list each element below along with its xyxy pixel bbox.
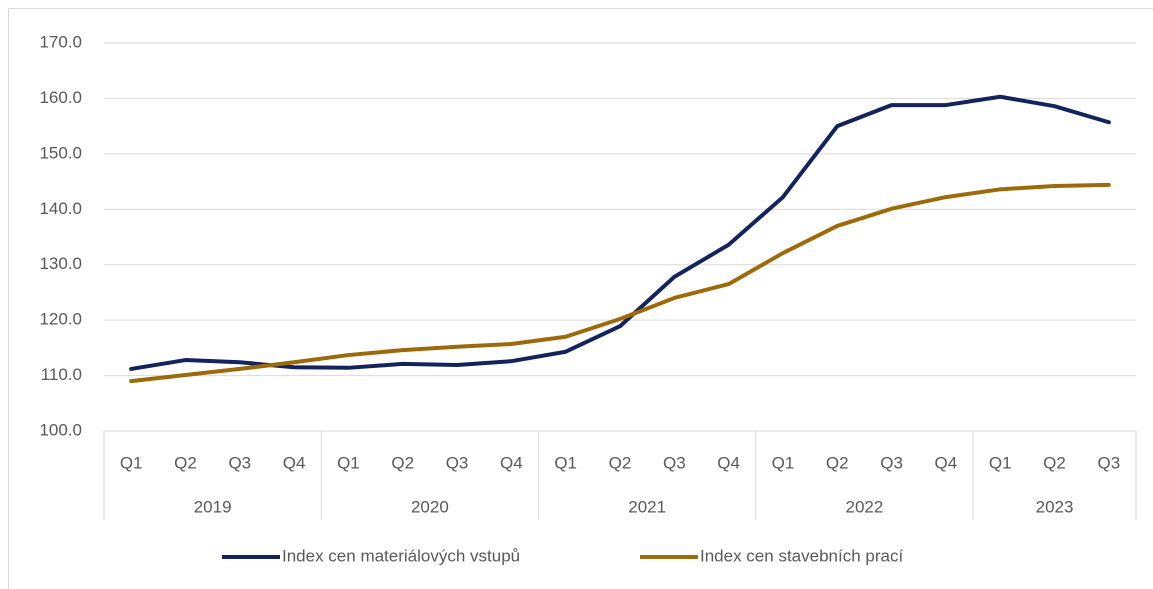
x-tick-label: Q1: [989, 453, 1012, 472]
y-tick-label: 100.0: [39, 420, 82, 439]
chart-border: [8, 8, 1153, 589]
x-tick-label: Q1: [337, 453, 360, 472]
y-tick-label: 160.0: [39, 88, 82, 107]
x-tick-label: Q4: [717, 453, 740, 472]
y-tick-label: 110.0: [41, 365, 82, 384]
y-tick-label: 120.0: [39, 310, 82, 329]
x-tick-label: Q4: [935, 453, 958, 472]
x-tick-label: Q2: [174, 453, 197, 472]
x-tick-label: Q3: [663, 453, 686, 472]
y-tick-label: 130.0: [39, 254, 82, 273]
group-label: 2021: [628, 497, 666, 516]
x-tick-label: Q2: [609, 453, 632, 472]
y-tick-label: 150.0: [39, 143, 82, 162]
series-line: [129, 182, 1111, 384]
x-tick-label: Q2: [826, 453, 849, 472]
x-tick-label: Q2: [1043, 453, 1066, 472]
x-tick-label: Q4: [283, 453, 306, 472]
x-tick-label: Q4: [500, 453, 523, 472]
x-tick-label: Q1: [772, 453, 795, 472]
group-label: 2022: [846, 497, 884, 516]
x-tick-label: Q3: [228, 453, 251, 472]
x-tick-label: Q1: [554, 453, 577, 472]
group-label: 2019: [194, 497, 232, 516]
y-tick-label: 170.0: [39, 32, 82, 51]
legend-label: Index cen stavebních prací: [700, 546, 903, 565]
y-tick-label: 140.0: [39, 199, 82, 218]
group-label: 2020: [411, 497, 449, 516]
x-tick-label: Q3: [880, 453, 903, 472]
x-tick-label: Q3: [1097, 453, 1120, 472]
legend-label: Index cen materiálových vstupů: [282, 546, 520, 565]
x-tick-label: Q2: [391, 453, 414, 472]
series-line: [129, 94, 1111, 371]
x-tick-label: Q1: [120, 453, 143, 472]
group-label: 2023: [1036, 497, 1074, 516]
x-tick-label: Q3: [446, 453, 469, 472]
